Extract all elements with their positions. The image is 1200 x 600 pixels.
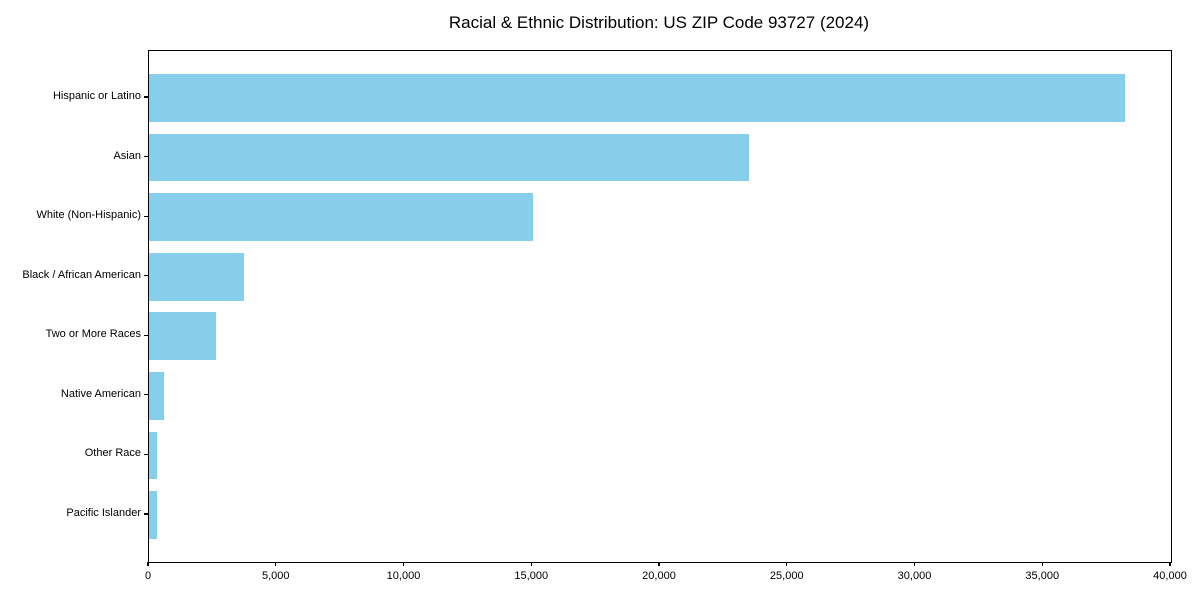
x-tick-mark	[147, 562, 149, 567]
x-tick-mark	[1169, 562, 1171, 567]
bar	[149, 312, 217, 361]
chart-title: Racial & Ethnic Distribution: US ZIP Cod…	[448, 13, 870, 32]
y-tick-mark	[143, 334, 148, 336]
x-tick-label: 15,000	[514, 570, 549, 582]
x-tick-label: 40,000	[1153, 570, 1187, 582]
y-tick-label: Hispanic or Latino	[52, 90, 141, 103]
x-tick-label: 30,000	[897, 570, 932, 582]
y-tick-label: Native American	[60, 387, 141, 400]
x-tick-label: 5,000	[261, 570, 290, 582]
y-tick-mark	[143, 215, 148, 217]
y-tick-mark	[143, 453, 148, 455]
x-tick-mark	[658, 562, 660, 567]
y-tick-label: Black / African American	[22, 268, 141, 281]
y-tick-mark	[143, 275, 148, 277]
plot-area	[148, 50, 1172, 563]
bar	[149, 491, 157, 539]
y-tick-mark	[143, 156, 148, 158]
bar	[149, 252, 244, 301]
y-tick-mark	[143, 96, 148, 98]
y-tick-mark	[143, 513, 148, 515]
bar	[149, 431, 158, 480]
y-tick-mark	[143, 394, 148, 396]
y-tick-label: Two or More Races	[45, 328, 141, 341]
x-tick-mark	[1041, 562, 1043, 567]
y-tick-label: Other Race	[84, 447, 141, 460]
y-tick-label: Asian	[113, 149, 141, 162]
bar	[149, 372, 164, 420]
x-tick-mark	[913, 562, 916, 567]
x-tick-label: 35,000	[1025, 570, 1060, 582]
x-tick-mark	[275, 562, 277, 567]
y-tick-label: Pacific Islander	[66, 506, 141, 519]
bar	[149, 133, 750, 182]
x-tick-label: 10,000	[386, 570, 421, 582]
bar	[149, 193, 534, 241]
x-tick-label: 20,000	[642, 570, 676, 582]
x-tick-mark	[786, 562, 788, 567]
y-tick-label: White (Non-Hispanic)	[36, 209, 141, 222]
x-tick-mark	[530, 562, 532, 567]
x-tick-mark	[402, 562, 405, 567]
bar	[149, 74, 1125, 122]
x-tick-label: 25,000	[769, 570, 804, 582]
x-tick-label: 0	[144, 570, 152, 582]
